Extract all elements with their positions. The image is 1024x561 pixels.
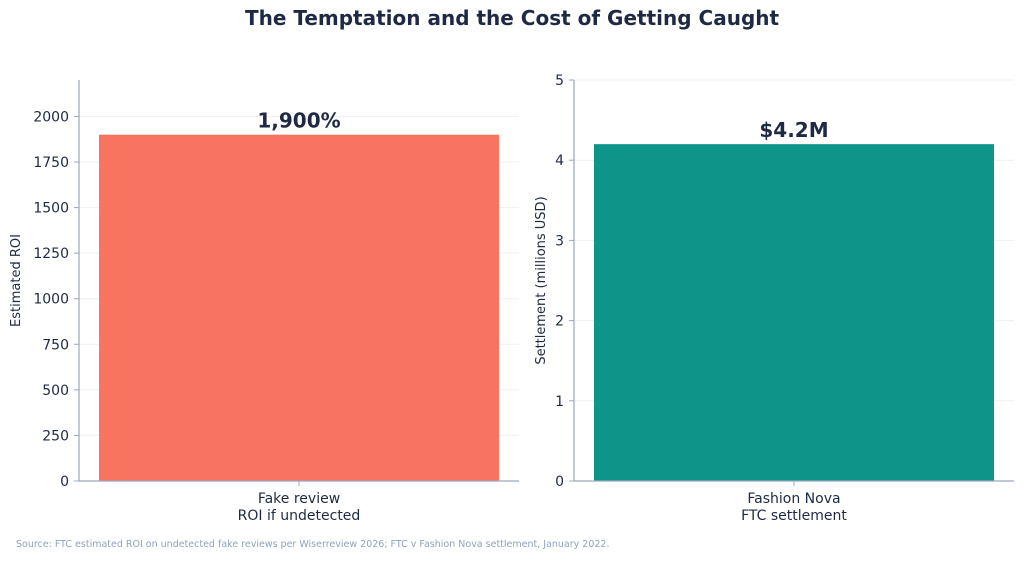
source-note: Source: FTC estimated ROI on undetected …: [16, 539, 610, 550]
y-axis-label: Settlement (millions USD): [534, 196, 549, 364]
settlement-chart-panel: 0 1 2 3 4 5 $4.2M Fashion Nova FTC settlement Set…: [534, 73, 1014, 524]
category-label-line: FTC settlement: [741, 508, 847, 524]
category-label-line: Fake review: [258, 491, 340, 507]
y-tick-label: 2000: [33, 109, 69, 125]
roi-bar: [99, 134, 499, 481]
y-tick-label: 1000: [33, 292, 69, 308]
roi-category-label: Fake review ROI if undetected: [238, 491, 361, 524]
roi-bar-value-label: 1,900%: [257, 109, 340, 133]
roi-chart-panel: 0 250 500 750 1000 1250 1500 1750 2000 1,900% Fake…: [9, 80, 519, 524]
y-tick-label: 1750: [33, 155, 69, 171]
settlement-category-label: Fashion Nova FTC settlement: [741, 491, 847, 524]
y-tick-label: 750: [42, 337, 69, 353]
y-tick-label: 5: [555, 73, 564, 89]
y-tick-label: 2: [555, 314, 564, 330]
y-axis-label: Estimated ROI: [9, 234, 24, 327]
y-tick-label: 0: [555, 474, 564, 490]
category-label-line: Fashion Nova: [747, 491, 840, 507]
chart-title: The Temptation and the Cost of Getting C…: [244, 6, 780, 30]
y-tick-label: 3: [555, 233, 564, 249]
y-tick-label: 250: [42, 428, 69, 444]
settlement-bar: [594, 144, 994, 481]
y-tick-label: 0: [60, 474, 69, 490]
y-tick-label: 1250: [33, 246, 69, 262]
category-label-line: ROI if undetected: [238, 508, 361, 524]
y-tick-label: 500: [42, 383, 69, 399]
settlement-bar-value-label: $4.2M: [759, 118, 828, 142]
y-tick-label: 4: [555, 153, 564, 169]
y-tick-label: 1: [555, 394, 564, 410]
y-tick-label: 1500: [33, 201, 69, 217]
